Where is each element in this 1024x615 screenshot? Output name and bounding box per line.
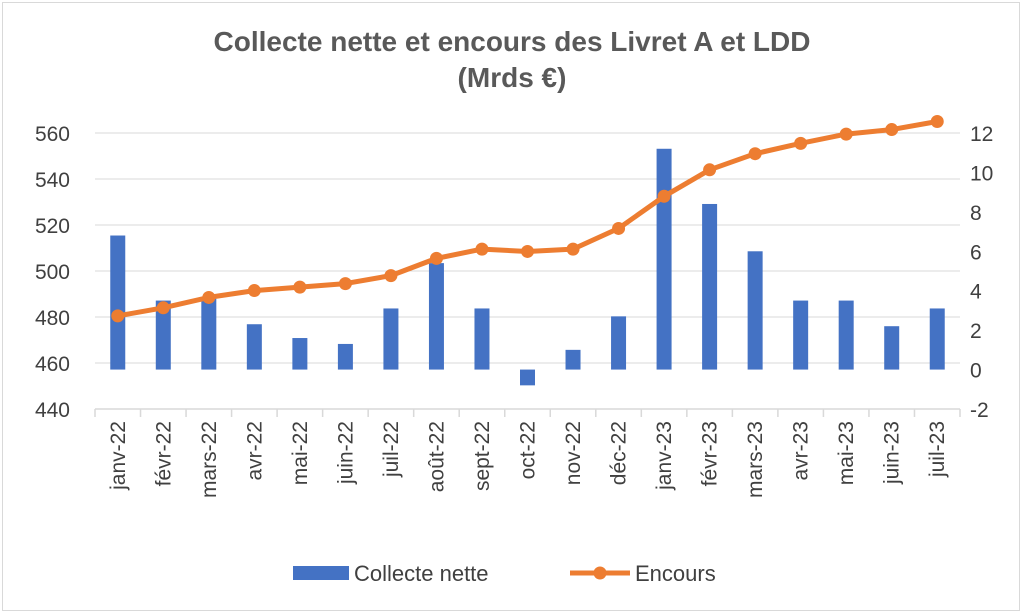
bar-nov-22: [565, 349, 581, 370]
point-août-22: [429, 251, 443, 265]
category-label-févr-22: févr-22: [152, 421, 175, 486]
category-labels: janv-22 févr-22 mars-22 avr-22 mai-22 juin-22…: [107, 421, 949, 498]
point-sept-22: [475, 242, 489, 256]
category-label-janv-22: janv-22: [107, 421, 130, 491]
point-mars-23: [748, 147, 762, 161]
bar-juin-22: [337, 343, 353, 370]
category-label-sept-22: sept-22: [471, 421, 494, 491]
x-axis: [94, 408, 961, 417]
bar-janv-23: [656, 148, 672, 370]
right-tick-label: 12: [970, 123, 993, 146]
point-déc-22: [612, 221, 626, 235]
bar-déc-22: [611, 316, 627, 370]
right-tick-label: 0: [970, 360, 982, 383]
bar-avr-23: [793, 300, 809, 370]
category-label-juin-22: juin-22: [334, 421, 357, 485]
point-avr-22: [247, 284, 261, 298]
legend-marker-encours: [593, 566, 607, 580]
right-tick-label: 10: [970, 162, 993, 185]
category-label-oct-22: oct-22: [517, 421, 540, 479]
right-tick-label: 4: [970, 281, 982, 304]
bar-mai-22: [292, 338, 308, 370]
left-tick-label: 540: [35, 169, 70, 192]
bar-mars-23: [747, 251, 763, 370]
point-juin-22: [338, 277, 352, 291]
point-mai-23: [839, 127, 853, 141]
point-mai-22: [293, 280, 307, 294]
left-tick-label: 500: [35, 261, 70, 284]
right-tick-label: 2: [970, 320, 982, 343]
bar-oct-22: [520, 369, 535, 386]
right-tick-label: 6: [970, 241, 982, 264]
category-label-mai-23: mai-23: [835, 421, 858, 485]
bar-févr-23: [702, 203, 718, 370]
category-label-nov-22: nov-22: [562, 421, 585, 485]
point-nov-22: [566, 242, 580, 256]
category-label-juin-23: juin-23: [881, 421, 904, 485]
bar-févr-22: [155, 300, 171, 370]
bars-collecte-nette: [110, 148, 945, 386]
legend-swatch-collecte-nette: [293, 566, 349, 580]
category-label-avr-22: avr-22: [243, 421, 266, 481]
point-janv-22: [111, 309, 125, 323]
bar-mai-23: [838, 300, 854, 370]
bar-juin-23: [884, 326, 900, 370]
category-label-mars-22: mars-22: [198, 421, 221, 498]
bar-août-22: [428, 263, 444, 370]
left-tick-label: 480: [35, 307, 70, 330]
point-janv-23: [657, 189, 671, 203]
bar-juil-22: [383, 308, 399, 370]
category-label-mars-23: mars-23: [744, 421, 767, 498]
chart-subtitle: (Mrds €): [457, 62, 567, 93]
legend: Collecte nette Encours: [293, 561, 716, 586]
point-févr-22: [156, 301, 170, 315]
right-tick-label: 8: [970, 202, 982, 225]
category-label-mai-22: mai-22: [289, 421, 312, 485]
line-encours: [111, 115, 944, 323]
point-mars-22: [202, 290, 216, 304]
category-label-juil-22: juil-22: [380, 421, 403, 478]
encours-line-path: [115, 119, 940, 319]
bar-janv-22: [110, 235, 126, 370]
category-label-déc-22: déc-22: [608, 421, 631, 485]
bar-sept-22: [474, 308, 490, 370]
chart-title-line1: Collecte nette et encours des Livret A e…: [213, 26, 811, 57]
category-label-févr-23: févr-23: [699, 421, 722, 486]
left-tick-label: 440: [35, 399, 70, 422]
legend-label-encours: Encours: [635, 561, 716, 586]
right-tick-label: -2: [970, 399, 989, 422]
left-axis-ticks: 440 460 480 500 520 540 560: [35, 123, 70, 422]
category-label-août-22: août-22: [425, 421, 448, 492]
bar-juil-23: [929, 308, 945, 370]
point-avr-23: [794, 136, 808, 150]
point-oct-22: [521, 244, 534, 258]
point-févr-23: [703, 163, 717, 177]
gridlines: [95, 132, 960, 410]
category-label-juil-23: juil-23: [926, 421, 949, 478]
bar-avr-22: [246, 324, 262, 370]
left-tick-label: 560: [35, 123, 70, 146]
bar-mars-22: [201, 298, 217, 370]
category-label-janv-23: janv-23: [653, 421, 676, 491]
right-axis-ticks: -2 0 2 4 6 8 10 12: [970, 123, 993, 422]
chart-title: Collecte nette et encours des Livret A e…: [0, 24, 1024, 96]
left-tick-label: 520: [35, 215, 70, 238]
point-juil-23: [930, 115, 944, 128]
point-juin-23: [885, 123, 899, 137]
category-label-avr-23: avr-23: [790, 421, 813, 481]
point-juil-22: [384, 269, 398, 283]
left-tick-label: 460: [35, 353, 70, 376]
legend-label-collecte-nette: Collecte nette: [354, 561, 489, 586]
